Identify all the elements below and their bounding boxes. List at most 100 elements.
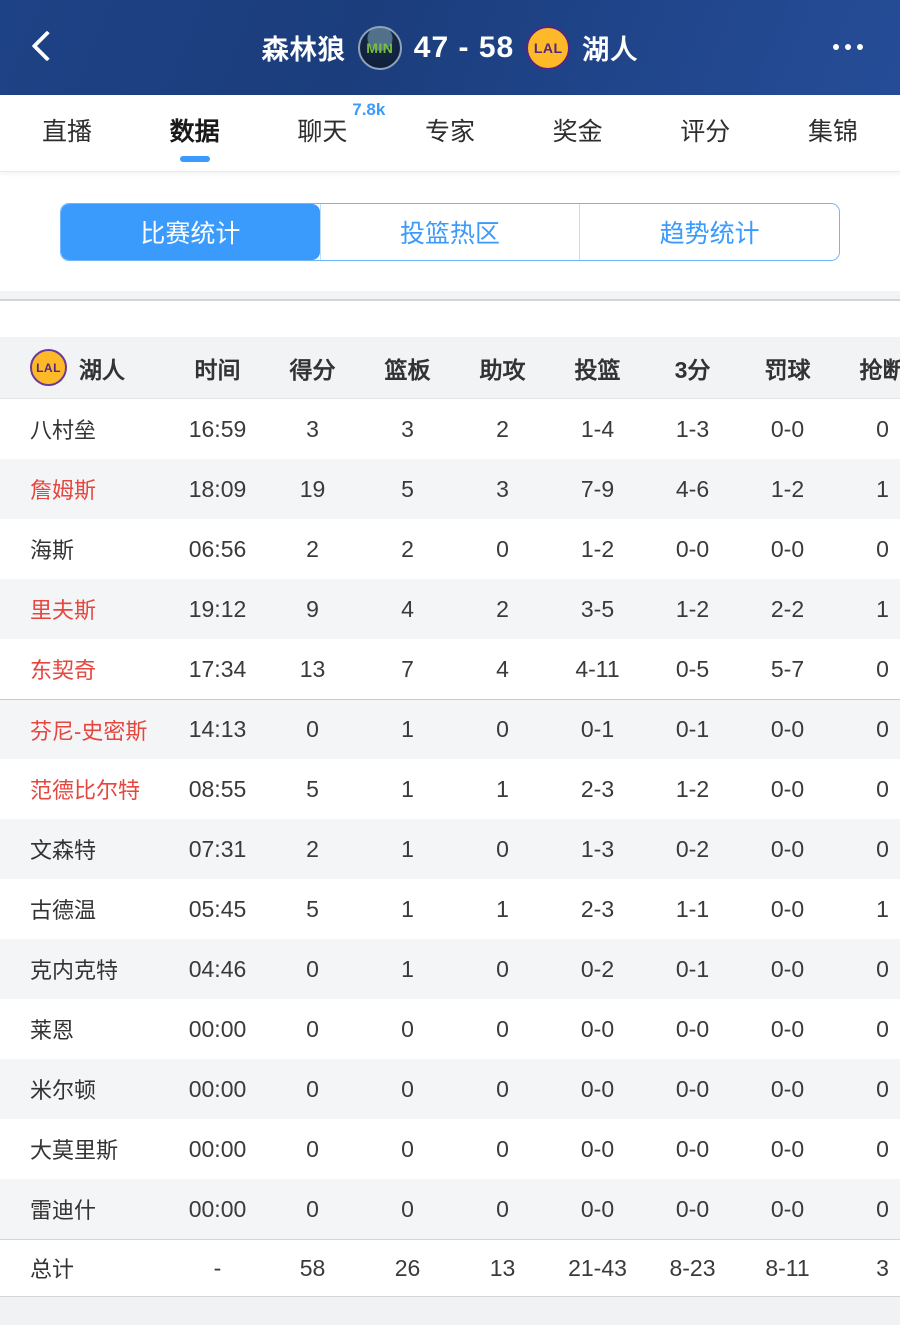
- timberwolves-logo-icon: MIN: [357, 25, 402, 70]
- stat-cell: 1: [496, 895, 509, 922]
- lakers-logo-icon: LAL: [526, 25, 571, 70]
- stat-cell: 7: [401, 655, 414, 682]
- stat-cell: 0: [496, 535, 509, 562]
- match-score: 47 - 58: [413, 30, 515, 64]
- player-name: 东契奇: [30, 658, 97, 683]
- stat-cell: 00:00: [188, 1135, 247, 1162]
- stat-cell: 0-0: [770, 1015, 805, 1042]
- player-name: 詹姆斯: [30, 478, 97, 503]
- player-name: 大莫里斯: [30, 1138, 119, 1163]
- tab-experts[interactable]: 专家: [424, 118, 475, 146]
- stat-cell: 2: [306, 835, 319, 862]
- stat-cell: 0: [401, 1075, 414, 1102]
- stat-cell: 0-0: [770, 1195, 805, 1222]
- segment-game-stats[interactable]: 比赛统计: [61, 204, 320, 260]
- stat-cell: 00:00: [188, 1195, 247, 1222]
- player-name: 莱恩: [30, 1018, 75, 1043]
- stat-cell: 0: [876, 415, 889, 442]
- table-row: 东契奇 17:34 13 7 4 4-11 0-5 5-7 0: [0, 639, 900, 699]
- player-name-cell: 詹姆斯: [0, 473, 170, 505]
- tab-prizes[interactable]: 奖金: [552, 118, 603, 146]
- stat-cell: 0: [306, 716, 319, 742]
- section-divider: [0, 291, 900, 301]
- stat-cell: 4: [496, 655, 509, 682]
- table-row: 雷迪什 00:00 0 0 0 0-0 0-0 0-0 0: [0, 1179, 900, 1239]
- tab-chat[interactable]: 聊天 7.8k: [297, 100, 386, 146]
- stat-cell: 0-2: [675, 835, 710, 862]
- stat-cell: 1-3: [675, 415, 710, 442]
- app-header: 森林狼 MIN 47 - 58 LAL 湖人: [0, 0, 900, 95]
- stat-cell: 0: [401, 1195, 414, 1222]
- table-total-row: 总计 - 58 26 13 21-43 8-23 8-11 3: [0, 1239, 900, 1297]
- stats-table[interactable]: LAL 湖人 时间 得分 篮板 助攻 投篮 3分 罚球 抢断 八村垒 16:59 3…: [0, 337, 900, 1297]
- stat-cell: 13: [489, 1254, 516, 1281]
- stat-cell: 0: [306, 955, 319, 982]
- stat-cell: 0-0: [770, 415, 805, 442]
- total-label: 总计: [30, 1257, 75, 1282]
- player-name-cell: 里夫斯: [0, 593, 170, 625]
- stat-cell: 07:31: [188, 835, 247, 862]
- player-name-cell: 海斯: [0, 533, 170, 565]
- stat-cell: 0: [876, 716, 889, 742]
- stat-cell: 1: [496, 775, 509, 802]
- stat-cell: 0-1: [675, 955, 710, 982]
- table-header-row: LAL 湖人 时间 得分 篮板 助攻 投篮 3分 罚球 抢断: [0, 337, 900, 399]
- stat-cell: 0: [496, 835, 509, 862]
- main-tab-bar: 直播 数据 聊天 7.8k 专家 奖金 评分 集锦: [0, 95, 900, 172]
- stat-cell: 2-3: [580, 775, 615, 802]
- table-footer-strip: [0, 1297, 900, 1325]
- player-name-cell: 文森特: [0, 833, 170, 865]
- stat-cell: 0-0: [580, 1135, 615, 1162]
- stat-cell: 1: [401, 775, 414, 802]
- stat-cell: 0: [876, 1075, 889, 1102]
- stat-cell: 0-0: [770, 955, 805, 982]
- stat-cell: 2-2: [770, 595, 805, 622]
- player-name-cell: 八村垒: [0, 413, 170, 445]
- stat-cell: 2-3: [580, 895, 615, 922]
- stat-cell: 0: [496, 1135, 509, 1162]
- stat-cell: 5: [401, 475, 414, 502]
- home-team-name: 湖人: [582, 35, 639, 65]
- table-row: 米尔顿 00:00 0 0 0 0-0 0-0 0-0 0: [0, 1059, 900, 1119]
- stat-cell: 0-0: [770, 775, 805, 802]
- segment-trend-stats[interactable]: 趋势统计: [579, 204, 839, 260]
- player-name-cell: 米尔顿: [0, 1073, 170, 1105]
- stat-cell: 7-9: [580, 475, 615, 502]
- stat-cell: 0: [876, 1135, 889, 1162]
- more-options-button[interactable]: [820, 30, 876, 64]
- stat-cell: 1: [876, 595, 889, 622]
- stat-cell: 0: [496, 1015, 509, 1042]
- team-name-label: 湖人: [79, 356, 125, 383]
- back-button[interactable]: [18, 22, 66, 70]
- stat-cell: 0-0: [675, 535, 710, 562]
- column-header-assists: 助攻: [479, 356, 526, 383]
- stat-cell: 1-4: [580, 415, 615, 442]
- tab-live[interactable]: 直播: [42, 118, 93, 146]
- table-row: 莱恩 00:00 0 0 0 0-0 0-0 0-0 0: [0, 999, 900, 1059]
- stat-cell: 0-0: [770, 535, 805, 562]
- table-row: 里夫斯 19:12 9 4 2 3-5 1-2 2-2 1: [0, 579, 900, 639]
- stat-cell: 0-1: [580, 716, 615, 742]
- stat-cell: -: [213, 1254, 222, 1281]
- stat-cell: 1-1: [675, 895, 710, 922]
- stat-cell: 0-0: [770, 1075, 805, 1102]
- player-name: 克内克特: [30, 958, 119, 983]
- column-header-time: 时间: [194, 356, 241, 383]
- stat-cell: 04:46: [188, 955, 247, 982]
- stat-cell: 8-11: [765, 1254, 810, 1281]
- column-header-ft: 罚球: [764, 356, 811, 383]
- player-name-cell: 克内克特: [0, 953, 170, 985]
- tab-highlights[interactable]: 集锦: [807, 118, 858, 146]
- stat-cell: 1: [401, 955, 414, 982]
- tab-data[interactable]: 数据: [168, 102, 222, 164]
- stat-cell: 9: [306, 595, 319, 622]
- match-score-header: 森林狼 MIN 47 - 58 LAL 湖人: [0, 25, 900, 70]
- stat-cell: 1-3: [580, 835, 615, 862]
- stat-cell: 3: [306, 415, 319, 442]
- table-row: 大莫里斯 00:00 0 0 0 0-0 0-0 0-0 0: [0, 1119, 900, 1179]
- tab-ratings[interactable]: 评分: [680, 118, 731, 146]
- table-row: 八村垒 16:59 3 3 2 1-4 1-3 0-0 0: [0, 399, 900, 459]
- segment-shot-chart[interactable]: 投篮热区: [319, 204, 580, 260]
- player-name-cell: 古德温: [0, 893, 170, 925]
- stat-cell: 3: [401, 415, 414, 442]
